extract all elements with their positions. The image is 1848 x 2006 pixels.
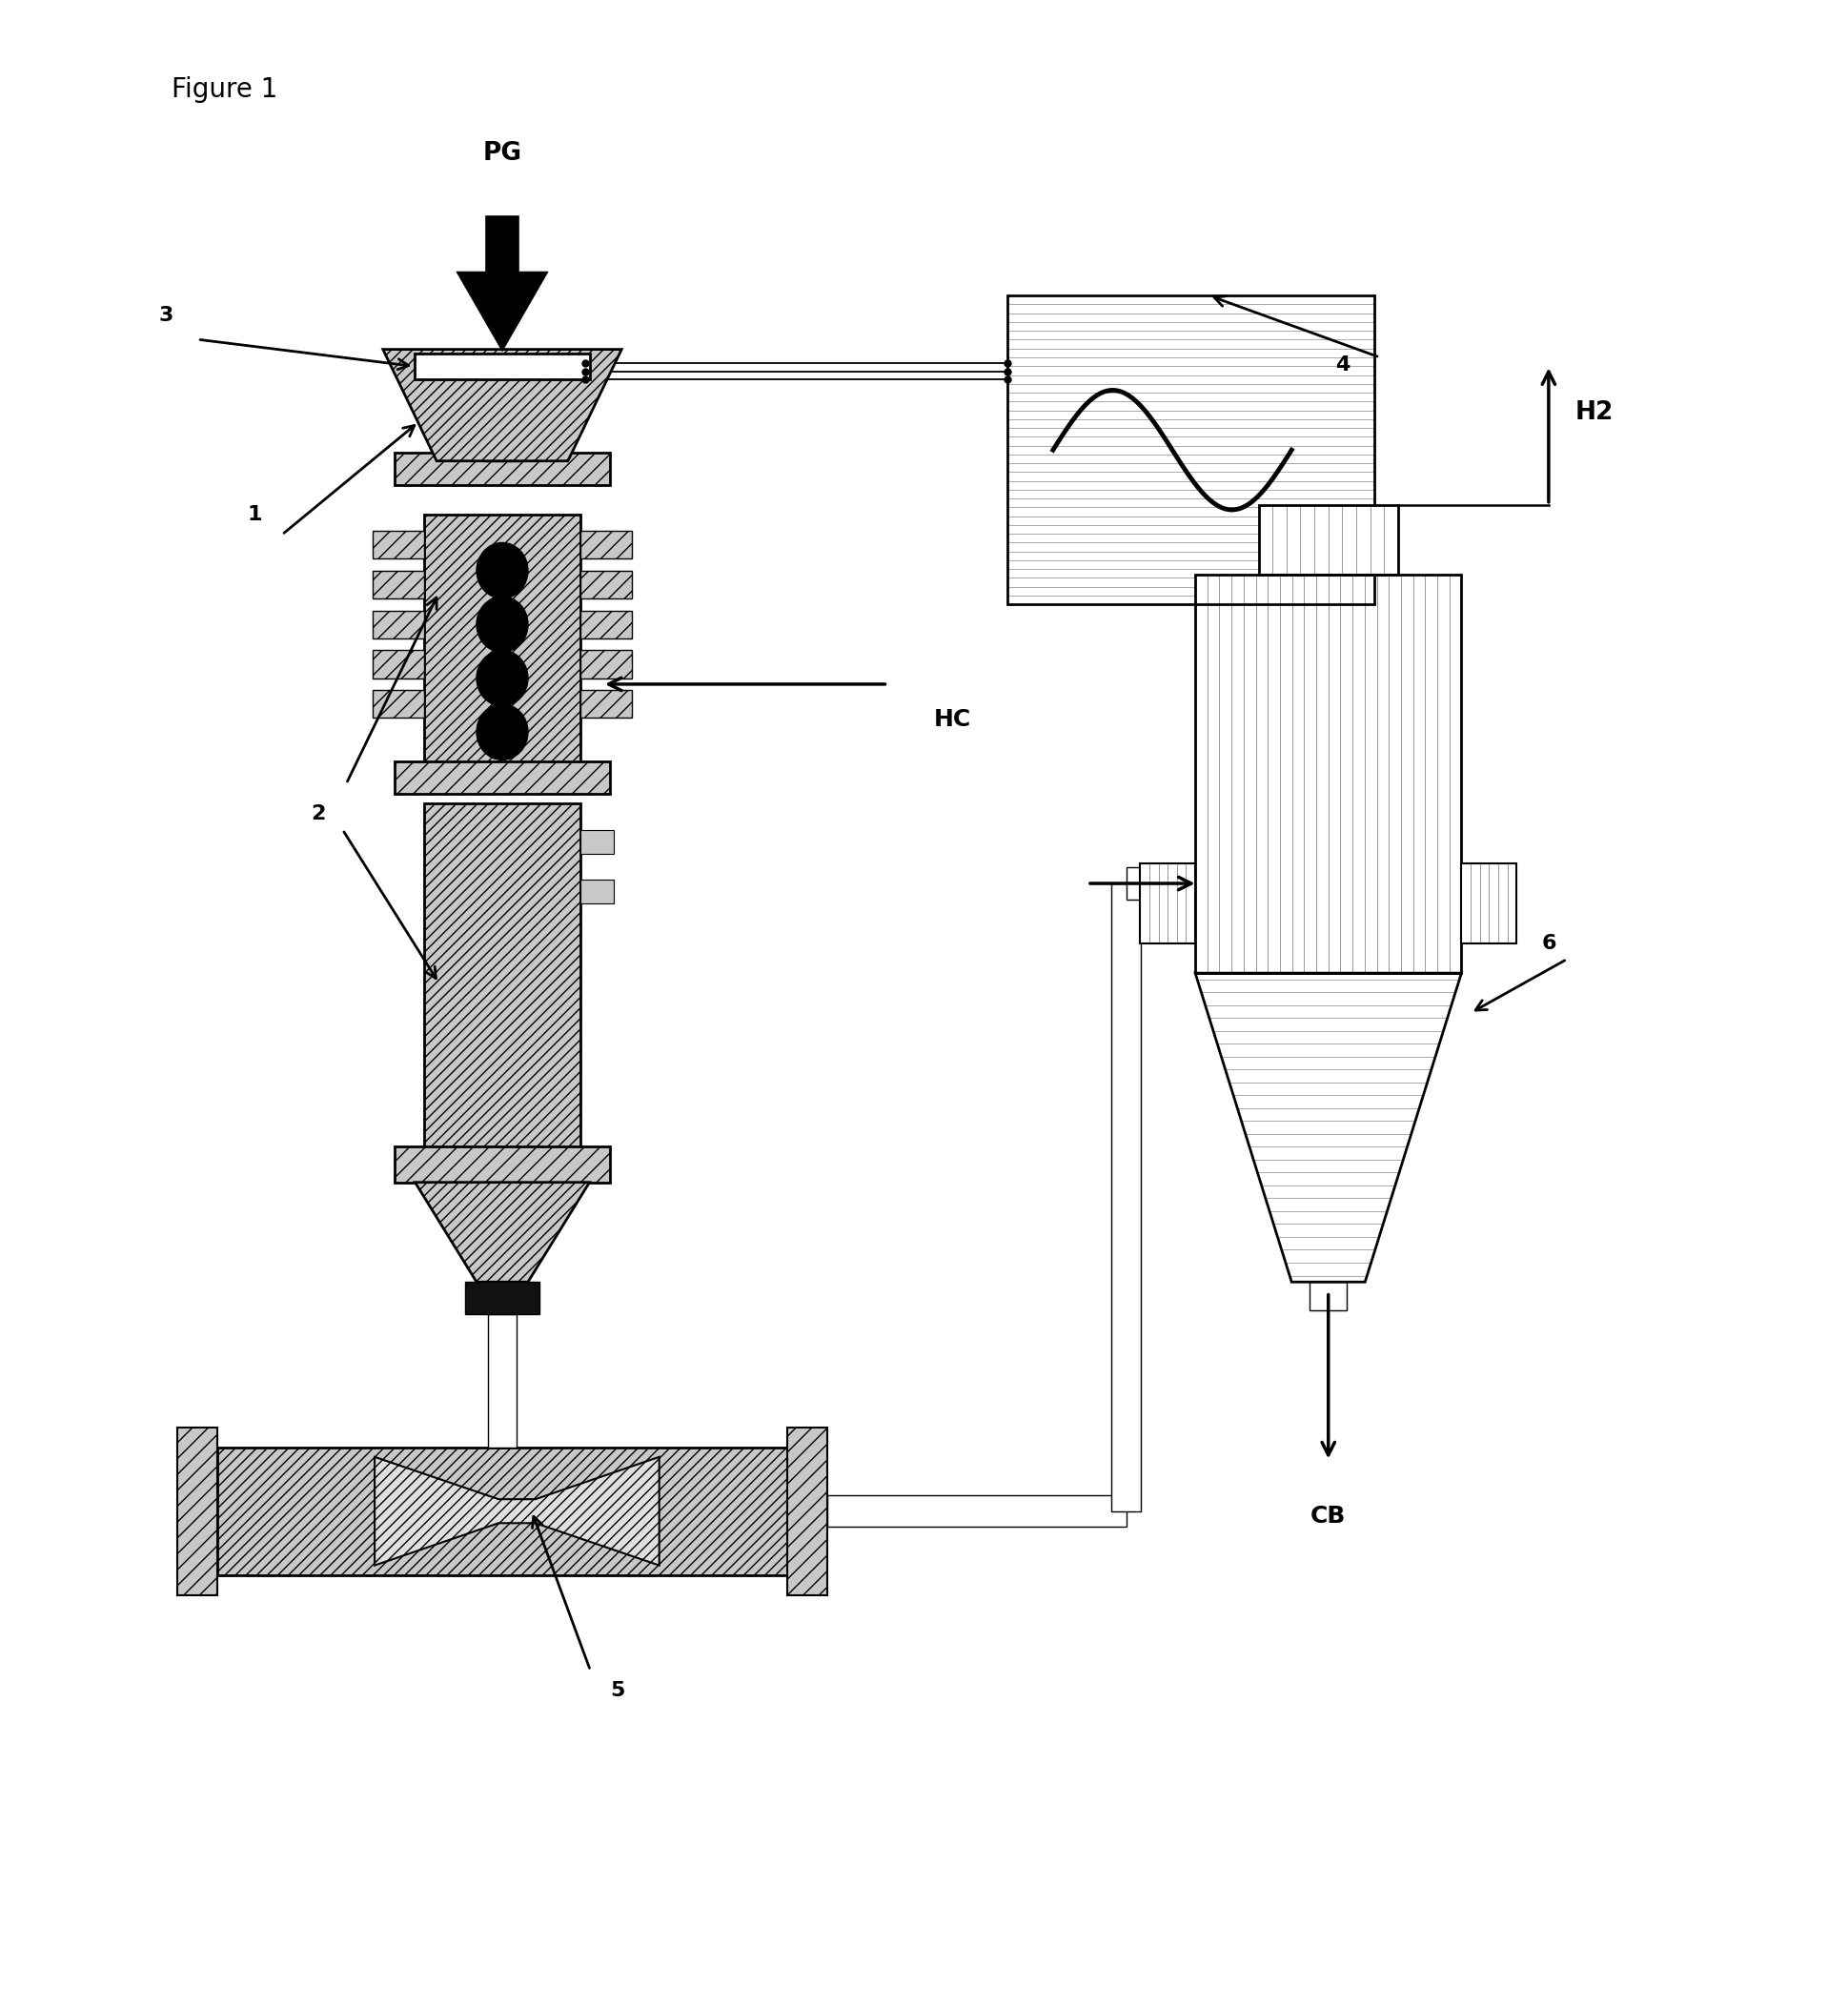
Bar	[1007, 295, 1373, 604]
Bar	[1194, 574, 1460, 973]
Bar	[1140, 863, 1194, 943]
Bar	[1111, 883, 1140, 1511]
Bar	[373, 570, 423, 598]
Bar	[466, 1282, 540, 1314]
Text: H2: H2	[1574, 401, 1613, 425]
Bar	[423, 804, 580, 1161]
Bar	[787, 1428, 826, 1595]
Bar	[395, 1147, 610, 1182]
Bar	[373, 610, 423, 638]
Bar	[580, 690, 632, 718]
Bar	[177, 1428, 218, 1595]
Bar	[1194, 574, 1460, 973]
Bar	[580, 650, 632, 678]
Text: 5: 5	[610, 1681, 625, 1699]
Circle shape	[477, 596, 529, 652]
Bar	[580, 830, 614, 853]
Bar	[373, 532, 423, 558]
Circle shape	[477, 650, 529, 706]
Polygon shape	[414, 1182, 590, 1282]
Text: 2: 2	[310, 804, 325, 822]
Text: 1: 1	[248, 506, 262, 524]
Text: HC: HC	[933, 708, 970, 730]
Text: 4: 4	[1334, 355, 1349, 375]
Bar	[218, 1448, 787, 1575]
Circle shape	[477, 544, 529, 598]
Text: 6: 6	[1541, 933, 1556, 953]
Polygon shape	[1194, 973, 1460, 1282]
Text: PG: PG	[482, 140, 521, 166]
Polygon shape	[375, 1456, 660, 1565]
Bar	[414, 353, 590, 379]
Bar	[1258, 506, 1397, 574]
Polygon shape	[456, 217, 547, 351]
Bar	[580, 570, 632, 598]
Polygon shape	[383, 349, 621, 461]
Bar	[580, 610, 632, 638]
Bar	[1007, 295, 1373, 604]
Text: 3: 3	[159, 307, 174, 325]
Bar	[395, 762, 610, 794]
Bar	[1460, 863, 1515, 943]
Bar	[1258, 506, 1397, 574]
Bar	[580, 879, 614, 903]
Bar	[373, 650, 423, 678]
Bar	[484, 453, 521, 461]
Text: CB: CB	[1310, 1504, 1345, 1529]
Bar	[826, 1494, 1125, 1527]
Bar	[488, 1314, 517, 1448]
Bar	[1308, 1282, 1345, 1310]
Bar	[1125, 867, 1194, 899]
Bar	[1140, 863, 1194, 943]
Bar	[373, 690, 423, 718]
Bar	[1460, 863, 1515, 943]
Bar	[423, 516, 580, 774]
Bar	[395, 453, 610, 485]
Text: Figure 1: Figure 1	[172, 76, 277, 102]
Bar	[580, 532, 632, 558]
Circle shape	[477, 704, 529, 760]
